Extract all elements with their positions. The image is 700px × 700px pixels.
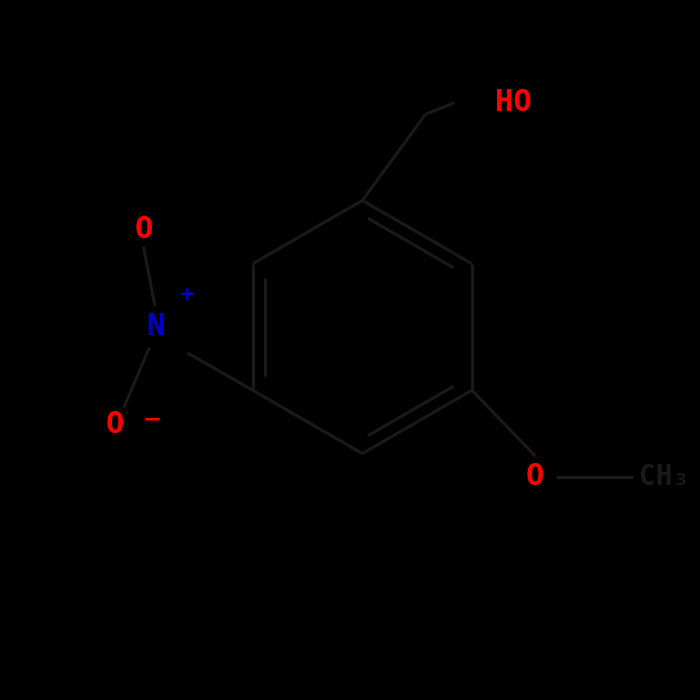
Text: O: O [134, 215, 153, 244]
Text: O: O [106, 410, 124, 440]
Text: CH₃: CH₃ [638, 463, 689, 491]
Text: +: + [179, 286, 195, 304]
Text: N: N [146, 312, 164, 342]
Text: HO: HO [495, 88, 531, 117]
Text: O: O [526, 462, 545, 491]
Text: −: − [142, 409, 161, 429]
